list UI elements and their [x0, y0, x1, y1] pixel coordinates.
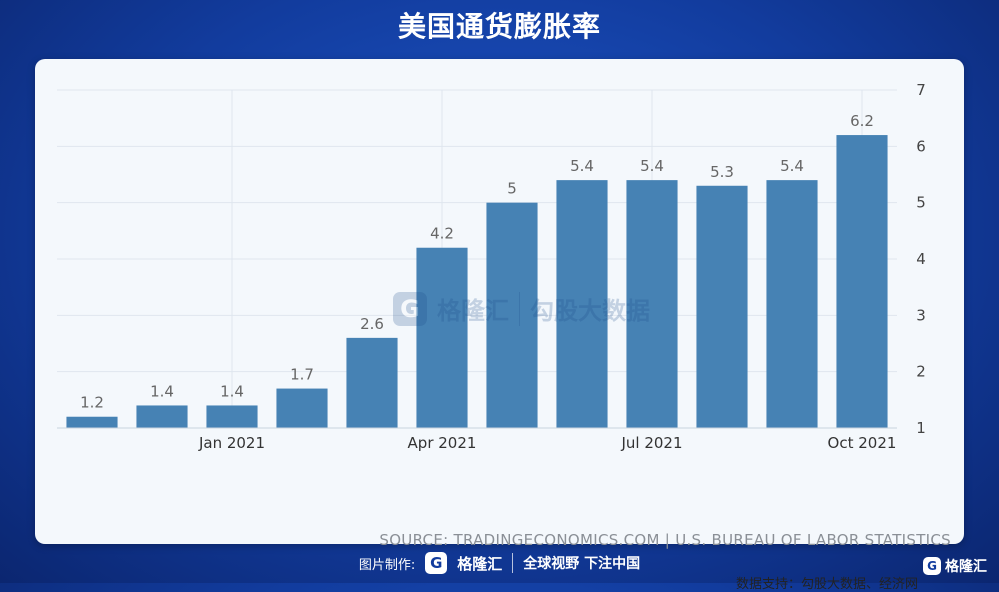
bar	[556, 180, 608, 428]
data-label: 1.4	[220, 382, 244, 400]
bar	[206, 405, 258, 428]
data-label: 2.6	[360, 315, 384, 333]
bar	[766, 180, 818, 428]
bar	[626, 180, 678, 428]
page-title: 美国通货膨胀率	[397, 10, 601, 43]
data-label: 5.4	[780, 157, 804, 175]
x-tick-label: Jan 2021	[198, 434, 265, 452]
y-tick-label: 2	[916, 363, 926, 381]
bar	[416, 247, 468, 428]
x-tick-label: Jul 2021	[620, 434, 682, 452]
data-label: 1.7	[290, 366, 314, 384]
corner-logo-icon: G	[923, 557, 941, 575]
brand-logo-icon: G	[425, 552, 448, 574]
bar	[346, 337, 398, 428]
x-tick-label: Oct 2021	[828, 434, 897, 452]
y-tick-label: 4	[916, 250, 926, 268]
data-label: 1.4	[150, 382, 174, 400]
data-label: 5	[507, 180, 517, 198]
chart-panel: 1 2 3 4 5 6 7 Jan 2021 Apr 2021 Jul 2021 Oct 2021 1…	[35, 59, 964, 592]
bar	[136, 405, 188, 428]
bar	[486, 202, 538, 428]
brand-logo-text: 格隆汇	[457, 554, 503, 573]
data-label: 5.3	[710, 163, 734, 181]
data-label: 5.4	[640, 157, 664, 175]
data-label: 5.4	[570, 157, 594, 175]
y-tick-label: 5	[916, 194, 926, 212]
y-tick-label: 1	[916, 419, 926, 437]
bar	[276, 388, 328, 428]
corner-logo-text: 格隆汇	[945, 559, 987, 575]
made-by-label: 图片制作:	[358, 557, 416, 573]
x-tick-label: Apr 2021	[408, 434, 477, 452]
data-label: 4.2	[430, 225, 454, 243]
bar-chart: 1 2 3 4 5 6 7 Jan 2021 Apr 2021 Jul 2021 Oct 2021 1…	[57, 81, 926, 452]
footer: 图片制作: G 格隆汇 全球视野 下注中国	[0, 548, 999, 578]
footer-divider	[512, 553, 514, 573]
bar	[836, 135, 888, 429]
source-note: SOURCE: TRADINGECONOMICS.COM | U.S. BURE…	[379, 531, 951, 549]
bar	[66, 416, 118, 428]
slogan: 全球视野 下注中国	[523, 556, 641, 572]
data-label: 1.2	[80, 394, 104, 412]
y-tick-label: 3	[916, 306, 926, 324]
corner-logo: G 格隆汇	[923, 556, 987, 576]
bar	[696, 185, 748, 428]
y-tick-label: 6	[916, 137, 926, 155]
data-label: 6.2	[850, 112, 874, 130]
y-tick-label: 7	[916, 81, 926, 99]
